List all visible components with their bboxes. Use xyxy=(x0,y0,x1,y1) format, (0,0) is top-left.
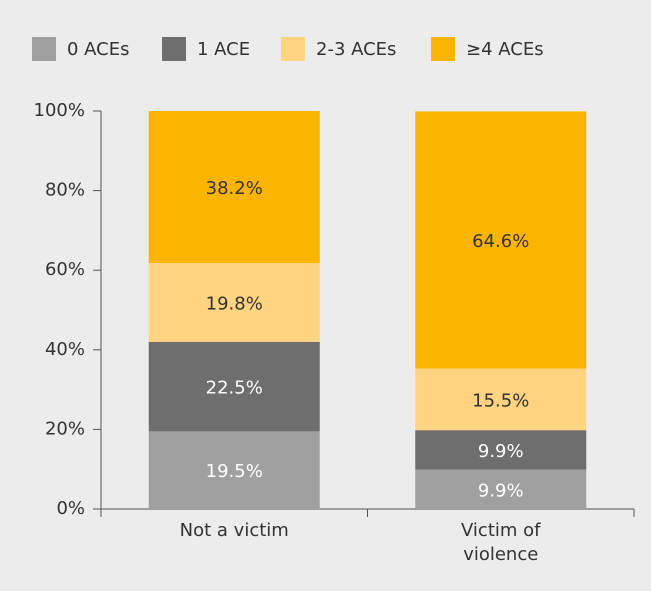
data-label: 38.2% xyxy=(206,178,263,199)
bar-segment xyxy=(148,431,320,509)
legend-label: ≥4 ACEs xyxy=(466,39,544,60)
x-tick-label: Victim of violence xyxy=(461,520,541,565)
y-tick-label: 100% xyxy=(34,100,85,121)
data-label: 19.8% xyxy=(206,293,263,314)
bar-segment xyxy=(148,263,320,342)
bar-segment xyxy=(415,111,587,369)
bar-segment xyxy=(415,469,587,509)
legend-swatch xyxy=(281,37,305,61)
data-label: 64.6% xyxy=(472,231,529,252)
legend-swatch xyxy=(32,37,56,61)
y-tick-label: 40% xyxy=(45,339,85,360)
data-label: 19.5% xyxy=(206,461,263,482)
legend-label: 0 ACEs xyxy=(67,39,130,60)
y-tick-label: 80% xyxy=(45,180,85,201)
legend-label: 2-3 ACEs xyxy=(316,39,396,60)
bar-segment xyxy=(415,430,587,470)
data-label: 15.5% xyxy=(472,390,529,411)
legend-swatch xyxy=(162,37,186,61)
legend-swatch xyxy=(431,37,455,61)
data-label: 9.9% xyxy=(478,480,524,501)
bar-segment xyxy=(148,341,320,432)
data-label: 9.9% xyxy=(478,441,524,462)
y-tick-label: 0% xyxy=(56,498,85,519)
y-tick-label: 20% xyxy=(45,418,85,439)
data-label: 22.5% xyxy=(206,378,263,399)
bar-segment xyxy=(148,111,320,264)
x-tick-label: Not a victim xyxy=(179,520,289,541)
legend-label: 1 ACE xyxy=(197,39,250,60)
y-tick-label: 60% xyxy=(45,259,85,280)
bar-segment xyxy=(415,368,587,431)
